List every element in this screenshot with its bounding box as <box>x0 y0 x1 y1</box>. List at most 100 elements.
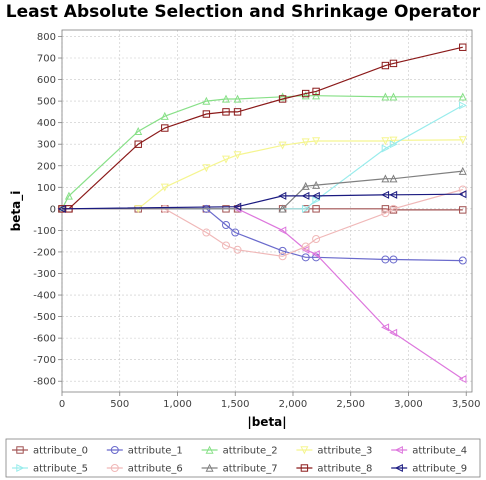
data-point-attribute_2 <box>458 92 467 101</box>
series-line-attribute_1 <box>62 208 463 262</box>
data-point-attribute_9 <box>458 190 467 199</box>
data-point-attribute_8 <box>381 61 390 70</box>
legend-label-attribute_5: attribute_5 <box>33 464 88 475</box>
data-point-attribute_3 <box>301 138 310 147</box>
data-point-attribute_1 <box>458 256 467 265</box>
y-tick-label: 0 <box>50 204 56 215</box>
data-point-attribute_1 <box>222 221 230 230</box>
y-tick-label: 800 <box>37 32 56 43</box>
legend-marker-attribute_6 <box>110 464 119 472</box>
legend-label-attribute_7: attribute_7 <box>223 464 278 475</box>
legend-label-attribute_1: attribute_1 <box>128 446 183 457</box>
x-tick-label: 0 <box>59 399 65 410</box>
data-point-attribute_2 <box>381 92 390 101</box>
legend-marker-attribute_0 <box>16 446 24 454</box>
legend-marker-attribute_1 <box>110 446 119 454</box>
data-point-attribute_2 <box>134 126 143 135</box>
data-point-attribute_4 <box>389 328 398 337</box>
x-tick-label: 1,500 <box>221 399 250 410</box>
legend-marker-attribute_9 <box>394 463 403 473</box>
data-point-attribute_7 <box>389 174 398 183</box>
data-point-attribute_2 <box>64 191 73 200</box>
data-point-attribute_7 <box>458 166 467 175</box>
data-point-attribute_9 <box>311 191 320 200</box>
legend-label-attribute_4: attribute_4 <box>412 446 467 457</box>
y-tick-label: 400 <box>37 118 56 129</box>
x-tick-label: 2,500 <box>336 399 365 410</box>
data-point-attribute_9 <box>381 190 390 199</box>
data-point-attribute_6 <box>381 209 390 218</box>
data-point-attribute_3 <box>312 137 321 146</box>
y-tick-label: -400 <box>33 291 56 302</box>
data-point-attribute_0 <box>381 205 390 213</box>
data-point-attribute_2 <box>389 92 398 101</box>
y-tick-label: -600 <box>33 334 56 345</box>
data-point-attribute_6 <box>301 242 310 251</box>
y-tick-label: 200 <box>37 161 56 172</box>
legend-marker-attribute_8 <box>300 464 309 472</box>
data-point-attribute_3 <box>381 137 390 146</box>
y-tick-label: 500 <box>37 97 56 108</box>
legend-label-attribute_9: attribute_9 <box>412 464 467 475</box>
legend-marker-attribute_4 <box>394 445 403 455</box>
y-tick-label: 100 <box>37 183 56 194</box>
series-line-attribute_2 <box>61 95 463 210</box>
legend-marker-attribute_5 <box>16 463 25 473</box>
data-point-attribute_3 <box>160 183 169 192</box>
data-point-attribute_9 <box>278 191 287 200</box>
data-point-attribute_1 <box>231 228 240 237</box>
data-point-attribute_7 <box>301 181 310 190</box>
data-point-attribute_8 <box>202 110 211 118</box>
series-line-attribute_7 <box>62 170 463 210</box>
legend-marker-attribute_2 <box>205 445 214 454</box>
y-tick-label: -800 <box>33 377 56 388</box>
data-point-attribute_3 <box>458 136 467 145</box>
data-point-attribute_5 <box>381 144 390 153</box>
data-point-attribute_4 <box>301 245 310 254</box>
x-tick-label: 500 <box>110 399 129 410</box>
legend-marker-attribute_7 <box>205 463 214 472</box>
legend-label-attribute_0: attribute_0 <box>33 446 88 457</box>
x-tick-label: 3,000 <box>394 399 423 410</box>
y-tick-label: -100 <box>33 226 56 237</box>
data-point-attribute_3 <box>221 155 231 164</box>
data-point-attribute_4 <box>458 375 467 384</box>
data-point-attribute_7 <box>381 174 390 183</box>
data-point-attribute_3 <box>278 141 287 150</box>
data-point-attribute_0 <box>459 206 467 214</box>
data-point-attribute_4 <box>311 250 320 259</box>
data-point-attribute_9 <box>233 202 242 211</box>
data-point-attribute_8 <box>389 59 398 68</box>
y-tick-label: -300 <box>33 269 56 280</box>
data-point-attribute_8 <box>222 108 230 116</box>
data-point-attribute_3 <box>202 164 211 173</box>
legend-label-attribute_8: attribute_8 <box>317 464 372 475</box>
y-tick-label: 700 <box>37 54 56 65</box>
series-line-attribute_6 <box>62 188 463 257</box>
data-point-attribute_5 <box>389 140 398 149</box>
data-point-attribute_9 <box>301 191 310 200</box>
y-axis-label: beta_i <box>9 191 24 232</box>
data-point-attribute_1 <box>278 246 287 255</box>
data-point-attribute_2 <box>202 96 211 105</box>
y-tick-label: 600 <box>37 75 56 86</box>
data-point-attribute_8 <box>161 124 169 132</box>
chart-title: Least Absolute Selection and Shrinkage O… <box>5 2 481 22</box>
data-point-attribute_8 <box>134 140 142 148</box>
data-point-attribute_2 <box>301 91 310 100</box>
data-point-attribute_6 <box>278 252 287 261</box>
x-tick-label: 1,000 <box>163 399 192 410</box>
data-point-attribute_6 <box>202 228 211 237</box>
data-point-attribute_6 <box>222 241 230 250</box>
data-point-attribute_1 <box>389 255 398 264</box>
data-point-attribute_8 <box>278 95 287 103</box>
data-point-attribute_0 <box>312 205 320 213</box>
y-tick-label: -500 <box>33 312 56 323</box>
data-point-attribute_5 <box>312 196 321 205</box>
data-point-attribute_8 <box>312 87 320 96</box>
plot-area <box>62 30 472 392</box>
data-point-attribute_1 <box>301 253 310 262</box>
data-point-attribute_2 <box>233 94 242 103</box>
